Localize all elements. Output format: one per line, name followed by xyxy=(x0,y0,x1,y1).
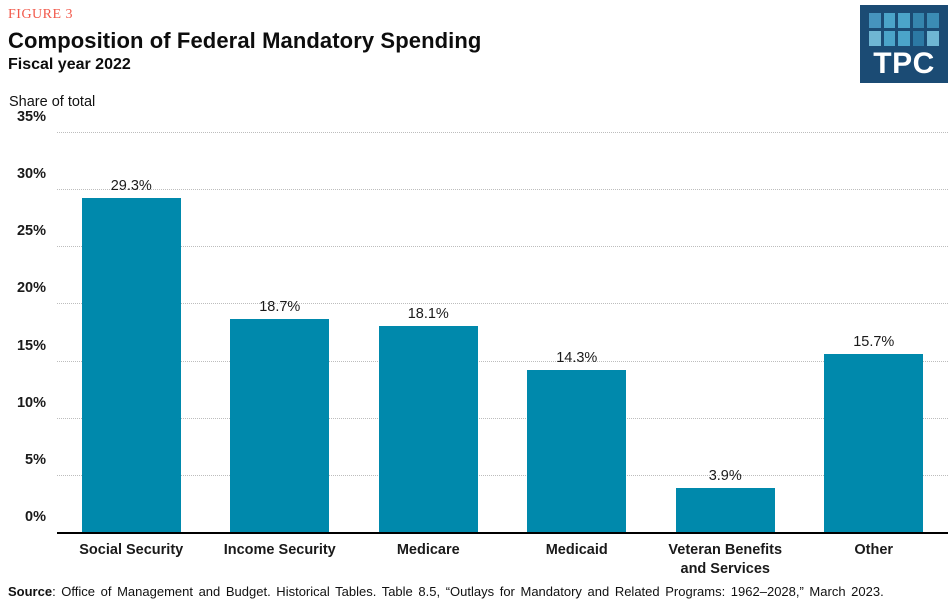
logo-square xyxy=(898,31,910,46)
logo-square xyxy=(883,31,896,46)
bar xyxy=(824,353,924,533)
x-axis-label: Veteran Benefits and Services xyxy=(668,542,783,577)
bar-slot: 18.7% xyxy=(206,133,355,533)
source-label: Source xyxy=(8,584,53,599)
y-tick-label: 10% xyxy=(16,394,46,411)
gridline xyxy=(57,246,948,248)
x-axis-line xyxy=(57,532,948,534)
y-axis-title: Share of total xyxy=(9,94,96,110)
gridline xyxy=(57,132,948,133)
y-tick-label: 0% xyxy=(25,509,46,525)
bar xyxy=(527,369,627,533)
gridline xyxy=(57,360,948,362)
logo-square xyxy=(869,13,881,28)
y-tick-label: 25% xyxy=(16,223,46,240)
y-tick-label: 5% xyxy=(25,451,46,468)
bar-value-label: 15.7% xyxy=(853,333,895,350)
tpc-logo-squares-icon xyxy=(869,13,939,46)
figure-header: FIGURE 3 Composition of Federal Mandator… xyxy=(8,7,481,74)
y-tick-label: 30% xyxy=(16,166,46,183)
y-tick-label: 20% xyxy=(16,280,46,297)
logo-square xyxy=(927,13,939,28)
bar-slot: 18.1% xyxy=(354,133,503,533)
y-tick-label: 15% xyxy=(16,337,46,354)
bar-value-label: 14.3% xyxy=(556,349,598,366)
chart-title: Composition of Federal Mandatory Spendin… xyxy=(8,28,482,53)
gridline xyxy=(57,303,948,305)
logo-square xyxy=(912,31,925,46)
bar-value-label: 18.1% xyxy=(407,306,449,323)
bar xyxy=(230,319,330,533)
source-text: : Office of Management and Budget. Histo… xyxy=(52,584,884,599)
logo-square xyxy=(883,13,896,28)
logo-square xyxy=(898,13,910,28)
logo-square xyxy=(869,31,881,46)
x-axis-label: Other xyxy=(854,542,894,558)
bar-value-label: 3.9% xyxy=(708,468,742,485)
bar xyxy=(378,326,478,533)
x-axis-labels: Social Security Income Security Medicare Me… xyxy=(57,541,948,579)
x-axis-label: Medicaid xyxy=(545,542,608,558)
tpc-logo-text: TPC xyxy=(873,47,935,80)
bar-chart: 0% 5% 10% 15% 20% 25% 30% 35% 29.3% 18.7% 18.1% 14… xyxy=(0,109,952,534)
x-axis-label: Income Security xyxy=(223,542,336,558)
bar xyxy=(81,198,181,533)
bar-slot: 3.9% xyxy=(651,133,800,533)
bar-value-label: 29.3% xyxy=(110,178,152,195)
gridline xyxy=(57,474,948,476)
bar-slot: 29.3% xyxy=(57,133,206,533)
tpc-logo: TPC xyxy=(860,5,948,83)
chart-subtitle: Fiscal year 2022 xyxy=(8,56,131,73)
figure-number-label: FIGURE 3 xyxy=(8,7,74,22)
logo-square xyxy=(912,13,925,28)
x-axis-label: Medicare xyxy=(396,542,460,558)
gridline xyxy=(57,189,948,191)
gridline xyxy=(57,417,948,419)
y-tick-label: 35% xyxy=(16,109,46,125)
bar xyxy=(675,488,775,533)
bar-slot: 15.7% xyxy=(800,133,949,533)
source-note: Source: Office of Management and Budget.… xyxy=(8,584,884,599)
bar-value-label: 18.7% xyxy=(259,299,301,316)
bars-container: 29.3% 18.7% 18.1% 14.3% 3.9% 15.7% xyxy=(57,133,948,533)
logo-square xyxy=(927,31,939,46)
bar-slot: 14.3% xyxy=(503,133,652,533)
x-axis-label: Social Security xyxy=(79,542,184,558)
